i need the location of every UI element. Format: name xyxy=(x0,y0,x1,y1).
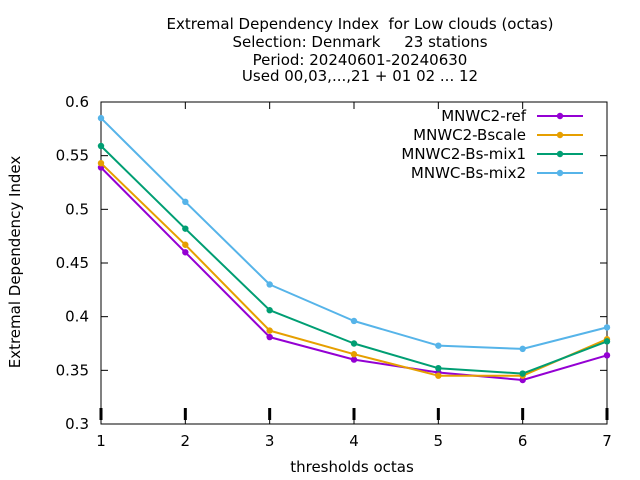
x-tick-label: 7 xyxy=(602,432,612,450)
data-point xyxy=(435,372,442,379)
data-point xyxy=(435,342,442,349)
data-point xyxy=(182,225,189,232)
x-tick-label: 6 xyxy=(518,432,528,450)
series-1 xyxy=(97,164,611,384)
legend-label: MNWC2-Bscale xyxy=(413,126,526,144)
title-line-4: Used 00,03,...,21 + 01 02 ... 12 xyxy=(241,67,479,85)
series-line xyxy=(100,166,608,381)
plot-border xyxy=(100,101,608,425)
data-point xyxy=(182,241,189,248)
x-tick-label: 3 xyxy=(265,432,275,450)
legend-label: MNWC2-ref xyxy=(441,107,526,125)
legend-entry-3: MNWC2-Bs-mix1 xyxy=(401,145,583,163)
data-point xyxy=(182,249,189,256)
data-point xyxy=(350,356,358,363)
data-point xyxy=(519,345,526,353)
x-axis-title: thresholds octas xyxy=(290,458,414,476)
data-point xyxy=(266,281,273,288)
legend-label: MNWC-Bs-mix2 xyxy=(411,164,526,182)
legend-entry-2: MNWC2-Bscale xyxy=(413,126,583,144)
x-tick-label: 5 xyxy=(434,432,444,450)
legend: MNWC2-refMNWC2-BscaleMNWC2-Bs-mix1MNWC-B… xyxy=(401,107,583,182)
data-point xyxy=(350,317,358,325)
y-tick-label: 0.3 xyxy=(65,415,89,433)
title-line-2: Selection: Denmark 23 stations xyxy=(232,33,488,51)
data-point xyxy=(435,364,442,372)
x-tick-label: 1 xyxy=(96,432,106,450)
y-tick-label: 0.6 xyxy=(65,93,89,111)
data-point xyxy=(603,352,611,359)
legend-entry-1: MNWC2-ref xyxy=(441,107,583,125)
legend-marker xyxy=(556,169,564,177)
data-point xyxy=(97,159,105,167)
x-tick-label: 4 xyxy=(349,432,359,450)
series-3 xyxy=(97,142,611,377)
axes: 0.3 0.35 0.4 0.45 0.5 0.55 0.6 1 2 3 4 5 6 7 xyxy=(56,93,612,450)
legend-marker xyxy=(556,112,564,120)
legend-entry-4: MNWC-Bs-mix2 xyxy=(411,164,583,182)
legend-marker xyxy=(556,131,564,139)
y-tick-label: 0.55 xyxy=(56,147,89,165)
y-axis-title: Extremal Dependency Index xyxy=(6,156,24,369)
data-point xyxy=(350,340,358,347)
data-point xyxy=(266,333,273,341)
data-point xyxy=(350,351,358,358)
data-point xyxy=(603,338,611,345)
data-point xyxy=(97,114,105,122)
data-point xyxy=(182,198,189,206)
series-4 xyxy=(97,114,611,353)
data-point xyxy=(603,324,611,331)
title-line-1: Extremal Dependency Index for Low clouds… xyxy=(166,15,554,33)
legend-label: MNWC2-Bs-mix1 xyxy=(401,145,526,163)
y-tick-label: 0.45 xyxy=(56,254,89,272)
data-point xyxy=(519,370,526,377)
series-line xyxy=(100,145,608,375)
data-point xyxy=(266,307,273,314)
legend-marker xyxy=(556,150,564,158)
series-lines xyxy=(97,114,611,384)
y-tick-label: 0.4 xyxy=(65,308,89,326)
x-tick-label: 2 xyxy=(181,432,191,450)
series-line xyxy=(100,117,608,350)
data-point xyxy=(266,327,273,334)
title-line-3: Period: 20240601-20240630 xyxy=(252,51,468,69)
y-tick-label: 0.5 xyxy=(65,200,89,218)
data-point xyxy=(97,142,105,150)
y-tick-label: 0.35 xyxy=(56,361,89,379)
